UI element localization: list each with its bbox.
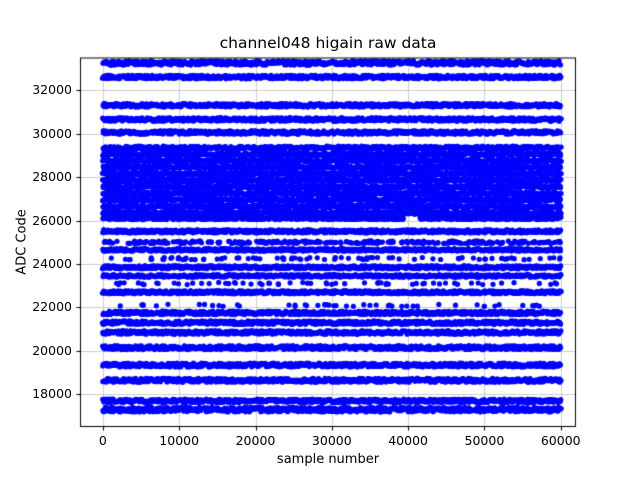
- y-tick-label: 32000: [32, 82, 72, 98]
- y-tick-label: 26000: [32, 212, 72, 228]
- chart-title: channel048 higain raw data: [219, 34, 437, 52]
- y-tick-label: 18000: [32, 386, 72, 402]
- y-tick-label: 20000: [32, 342, 72, 358]
- x-tick-label: 50000: [464, 433, 505, 448]
- x-tick-label: 60000: [540, 433, 581, 448]
- x-tick-label: 30000: [311, 433, 352, 448]
- x-tick-label: 0: [98, 433, 107, 448]
- y-tick-label: 24000: [32, 255, 72, 271]
- x-tick-label: 10000: [159, 433, 200, 448]
- y-tick-label: 22000: [32, 299, 72, 315]
- x-axis-label: sample number: [276, 452, 380, 467]
- y-tick-label: 28000: [32, 169, 72, 185]
- x-tick-label: 40000: [388, 433, 428, 448]
- x-tick-label: 20000: [235, 433, 276, 448]
- y-tick-label: 30000: [32, 125, 72, 141]
